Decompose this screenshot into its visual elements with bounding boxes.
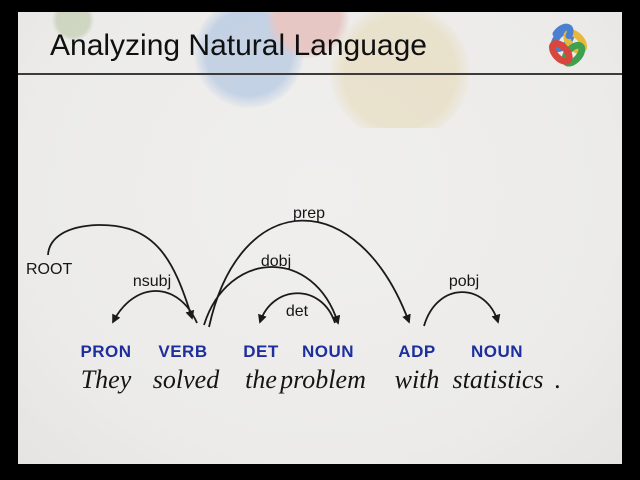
- pos-tag-noun2: NOUN: [470, 342, 524, 361]
- arc-dobj: [203, 266, 341, 326]
- arc-det: [258, 292, 336, 324]
- word-period: .: [554, 365, 562, 394]
- word-the: the: [245, 365, 277, 394]
- pos-tag-noun1: NOUN: [301, 342, 355, 361]
- arc-label-pobj: pobj: [448, 273, 480, 290]
- title-divider: [18, 73, 622, 75]
- arc-label-prep: prep: [292, 205, 326, 222]
- arc-label-det: det: [285, 303, 309, 320]
- arc-prep: [208, 219, 411, 328]
- dependency-arcs: [47, 219, 501, 328]
- google-knot-logo-icon: [548, 23, 588, 67]
- slide: Analyzing Natural Language: [18, 12, 622, 464]
- word-solved: solved: [152, 365, 220, 394]
- ghost-ball-yellow: [330, 12, 470, 128]
- word-statistics: statistics: [452, 365, 544, 394]
- header-background-balls: [18, 12, 622, 128]
- arc-pobj: [423, 291, 501, 327]
- arc-label-dobj: dobj: [260, 253, 292, 270]
- word-problem: problem: [280, 365, 366, 394]
- arc-label-nsubj: nsubj: [132, 273, 172, 290]
- arc-root: [47, 224, 195, 320]
- slide-title: Analyzing Natural Language: [50, 29, 427, 62]
- pos-tag-det: DET: [243, 342, 279, 361]
- pos-tag-verb: VERB: [158, 342, 208, 361]
- ghost-ball-blue: [194, 12, 304, 108]
- pos-tag-pron: PRON: [80, 342, 132, 361]
- arc-label-root: ROOT: [26, 261, 73, 278]
- pos-tag-adp: ADP: [398, 342, 436, 361]
- word-with: with: [394, 365, 440, 394]
- arc-nsubj: [112, 290, 198, 324]
- word-they: They: [80, 365, 132, 394]
